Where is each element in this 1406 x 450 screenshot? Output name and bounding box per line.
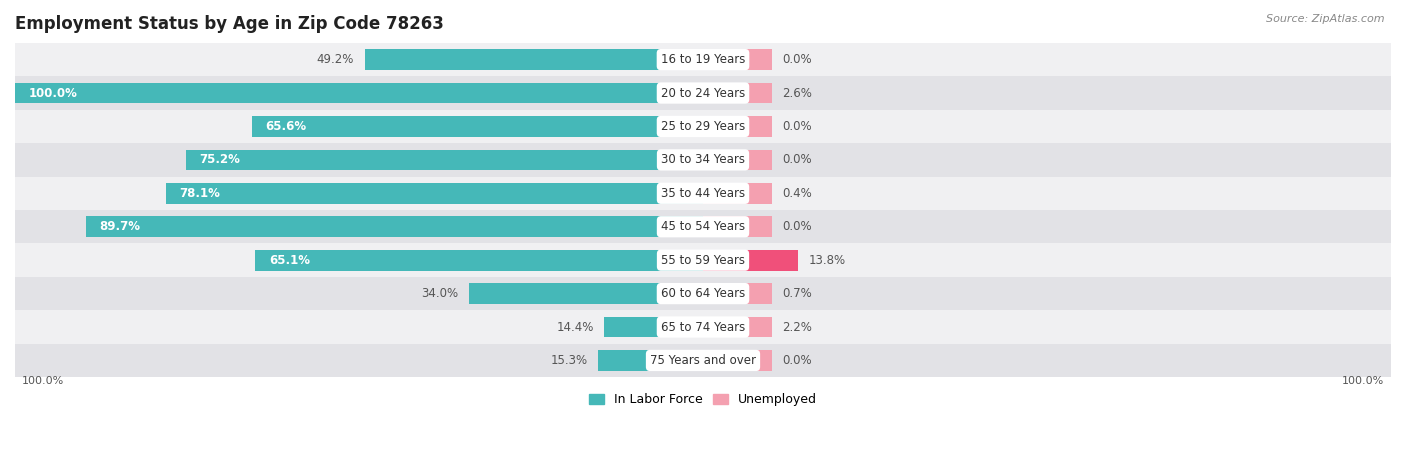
- Text: 100.0%: 100.0%: [22, 376, 65, 386]
- Bar: [186, 149, 703, 170]
- Text: 13.8%: 13.8%: [808, 254, 845, 267]
- Bar: [703, 350, 772, 371]
- Bar: [15, 310, 1391, 344]
- Text: 65.6%: 65.6%: [266, 120, 307, 133]
- Text: 0.4%: 0.4%: [782, 187, 811, 200]
- Bar: [15, 110, 1391, 143]
- Bar: [703, 283, 772, 304]
- Text: 0.0%: 0.0%: [782, 120, 811, 133]
- Bar: [15, 83, 703, 104]
- Bar: [252, 116, 703, 137]
- Text: 75.2%: 75.2%: [200, 153, 240, 166]
- Text: 15.3%: 15.3%: [550, 354, 588, 367]
- Bar: [703, 49, 772, 70]
- Bar: [15, 344, 1391, 377]
- Bar: [703, 216, 772, 237]
- Text: 49.2%: 49.2%: [316, 53, 354, 66]
- Legend: In Labor Force, Unemployed: In Labor Force, Unemployed: [583, 388, 823, 411]
- Text: 0.0%: 0.0%: [782, 354, 811, 367]
- Text: 0.0%: 0.0%: [782, 53, 811, 66]
- Text: 14.4%: 14.4%: [557, 320, 593, 333]
- Bar: [15, 277, 1391, 310]
- Text: 25 to 29 Years: 25 to 29 Years: [661, 120, 745, 133]
- Text: 0.7%: 0.7%: [782, 287, 811, 300]
- Text: 0.0%: 0.0%: [782, 153, 811, 166]
- Text: 65 to 74 Years: 65 to 74 Years: [661, 320, 745, 333]
- Bar: [703, 83, 772, 104]
- Bar: [86, 216, 703, 237]
- Bar: [15, 76, 1391, 110]
- Bar: [15, 243, 1391, 277]
- Text: 75 Years and over: 75 Years and over: [650, 354, 756, 367]
- Text: 45 to 54 Years: 45 to 54 Years: [661, 220, 745, 233]
- Bar: [364, 49, 703, 70]
- Bar: [598, 350, 703, 371]
- Text: 60 to 64 Years: 60 to 64 Years: [661, 287, 745, 300]
- Bar: [15, 43, 1391, 76]
- Text: Source: ZipAtlas.com: Source: ZipAtlas.com: [1267, 14, 1385, 23]
- Text: 20 to 24 Years: 20 to 24 Years: [661, 86, 745, 99]
- Bar: [15, 210, 1391, 243]
- Text: 65.1%: 65.1%: [269, 254, 309, 267]
- Text: 2.2%: 2.2%: [782, 320, 813, 333]
- Text: 78.1%: 78.1%: [180, 187, 221, 200]
- Bar: [15, 143, 1391, 176]
- Text: 89.7%: 89.7%: [100, 220, 141, 233]
- Text: Employment Status by Age in Zip Code 78263: Employment Status by Age in Zip Code 782…: [15, 15, 444, 33]
- Text: 55 to 59 Years: 55 to 59 Years: [661, 254, 745, 267]
- Bar: [470, 283, 703, 304]
- Bar: [703, 149, 772, 170]
- Text: 100.0%: 100.0%: [28, 86, 77, 99]
- Text: 0.0%: 0.0%: [782, 220, 811, 233]
- Bar: [15, 176, 1391, 210]
- Bar: [605, 317, 703, 338]
- Bar: [703, 250, 799, 270]
- Bar: [703, 116, 772, 137]
- Text: 16 to 19 Years: 16 to 19 Years: [661, 53, 745, 66]
- Bar: [166, 183, 703, 204]
- Bar: [254, 250, 703, 270]
- Bar: [703, 317, 772, 338]
- Text: 100.0%: 100.0%: [1341, 376, 1384, 386]
- Bar: [703, 183, 772, 204]
- Text: 30 to 34 Years: 30 to 34 Years: [661, 153, 745, 166]
- Text: 34.0%: 34.0%: [422, 287, 458, 300]
- Text: 2.6%: 2.6%: [782, 86, 813, 99]
- Text: 35 to 44 Years: 35 to 44 Years: [661, 187, 745, 200]
